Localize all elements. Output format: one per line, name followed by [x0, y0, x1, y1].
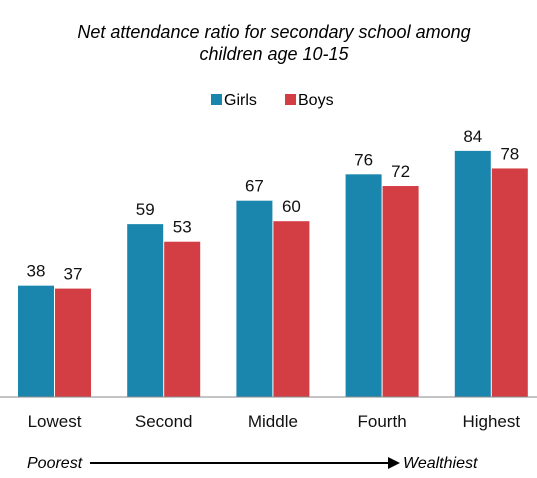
annotation-poorest: Poorest — [27, 455, 83, 472]
bar-fourth-boys — [382, 186, 419, 397]
chart-title-line-2: children age 10-15 — [199, 44, 349, 64]
bar-middle-boys — [273, 221, 310, 397]
category-label-lowest: Lowest — [28, 412, 82, 431]
value-label-fourth-boys: 72 — [391, 162, 410, 181]
value-label-lowest-boys: 37 — [64, 265, 83, 284]
category-label-second: Second — [135, 412, 193, 431]
bar-fourth-girls — [345, 174, 382, 397]
legend-swatch-boys — [285, 94, 296, 105]
value-label-highest-girls: 84 — [463, 127, 482, 146]
category-label-highest: Highest — [462, 412, 520, 431]
bar-middle-girls — [236, 200, 273, 397]
value-label-second-boys: 53 — [173, 218, 192, 237]
bar-highest-girls — [454, 150, 491, 397]
bar-lowest-girls — [18, 285, 54, 397]
legend-swatch-girls — [211, 94, 222, 105]
value-labels-group: 38 37 59 53 67 60 76 72 84 78 — [27, 127, 520, 284]
wealth-arrow-head — [388, 457, 400, 469]
bar-second-girls — [127, 224, 164, 397]
value-label-second-girls: 59 — [136, 200, 155, 219]
legend-label-girls: Girls — [224, 92, 257, 109]
chart-title-line-1: Net attendance ratio for secondary schoo… — [77, 22, 470, 42]
legend: Girls Boys — [211, 92, 334, 109]
legend-label-boys: Boys — [298, 92, 334, 109]
chart-title: Net attendance ratio for secondary schoo… — [77, 22, 470, 64]
wealth-annotation: Poorest Wealthiest — [27, 455, 478, 472]
category-labels-group: Lowest Second Middle Fourth Highest — [28, 412, 521, 431]
value-label-lowest-girls: 38 — [27, 262, 46, 281]
category-label-middle: Middle — [248, 412, 298, 431]
value-label-middle-boys: 60 — [282, 197, 301, 216]
bar-highest-boys — [491, 168, 528, 397]
bar-lowest-boys — [55, 288, 91, 397]
bar-second-boys — [164, 241, 201, 397]
annotation-wealthiest: Wealthiest — [403, 455, 478, 472]
bars-group — [18, 150, 528, 397]
value-label-highest-boys: 78 — [500, 144, 519, 163]
value-label-middle-girls: 67 — [245, 177, 264, 196]
value-label-fourth-girls: 76 — [354, 150, 373, 169]
category-label-fourth: Fourth — [358, 412, 407, 431]
